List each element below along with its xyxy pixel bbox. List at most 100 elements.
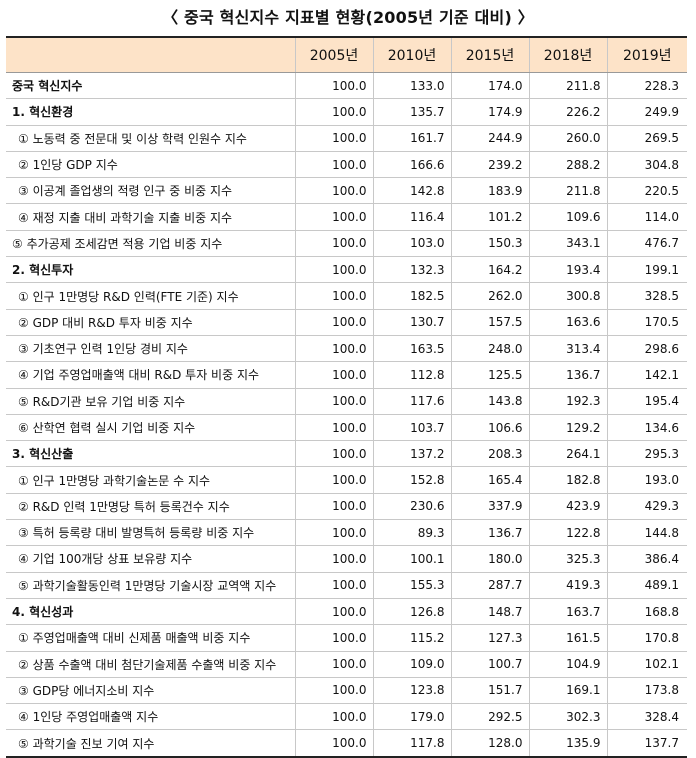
row-value: 169.1 [528,677,608,705]
row-value: 174.0 [450,72,530,100]
row-value: 130.7 [372,309,452,336]
row-value: 112.8 [372,361,452,389]
row-value: 429.3 [606,493,687,521]
row-value: 136.7 [528,361,608,389]
row-value: 182.5 [372,282,452,310]
row-label: ② GDP 대비 R&D 투자 비중 지수 [6,309,296,336]
row-label: ④ 1인당 주영업매출액 지수 [6,703,296,731]
row-value: 100.0 [294,256,374,284]
row-value: 100.0 [294,493,374,521]
row-label: 1. 혁신환경 [6,98,296,126]
table-row: ④ 기업 주영업매출액 대비 R&D 투자 비중 지수 100.0 112.8 125… [6,361,687,389]
row-value: 264.1 [528,440,608,468]
row-value: 100.0 [294,677,374,705]
row-value: 100.0 [294,309,374,336]
table-row: ② 1인당 GDP 지수 100.0 166.6 239.2 288.2 304.8 [6,151,687,179]
table-row: ① 노동력 중 전문대 및 이상 학력 인원수 지수 100.0 161.7 244.… [6,125,687,152]
row-value: 109.0 [372,651,452,678]
table-row: ① 인구 1만명당 R&D 인력(FTE 기준) 지수 100.0 182.5 262… [6,282,687,310]
row-value: 100.0 [294,230,374,258]
row-value: 170.5 [606,309,687,336]
row-value: 125.5 [450,361,530,389]
row-value: 489.1 [606,572,687,599]
table-row: ⑥ 산학연 협력 실시 기업 비중 지수 100.0 103.7 106.6 129.2… [6,414,687,442]
row-label: ④ 기업 100개당 상표 보유량 지수 [6,545,296,573]
table-row: ④ 기업 100개당 상표 보유량 지수 100.0 100.1 180.0 325.3… [6,545,687,573]
row-value: 386.4 [606,545,687,573]
row-value: 199.1 [606,256,687,284]
row-value: 142.8 [372,177,452,205]
row-label: ③ 이공계 졸업생의 적령 인구 중 비중 지수 [6,177,296,205]
row-value: 136.7 [450,519,530,547]
row-value: 100.0 [294,466,374,494]
row-value: 163.7 [528,598,608,626]
table-row: ⑤ R&D기관 보유 기업 비중 지수 100.0 117.6 143.8 192.3 1… [6,388,687,415]
row-value: 476.7 [606,230,687,258]
table-row: 2. 혁신투자 100.0 132.3 164.2 193.4 199.1 [6,256,687,284]
row-value: 132.3 [372,256,452,284]
row-value: 262.0 [450,282,530,310]
row-value: 166.6 [372,151,452,179]
table-row: 4. 혁신성과 100.0 126.8 148.7 163.7 168.8 [6,598,687,626]
row-value: 239.2 [450,151,530,179]
row-value: 343.1 [528,230,608,258]
row-label: 중국 혁신지수 [6,72,296,100]
row-value: 288.2 [528,151,608,179]
row-value: 249.9 [606,98,687,126]
table-body: 중국 혁신지수 100.0 133.0 174.0 211.8 228.3 1. 혁신환경 1… [6,72,687,758]
row-value: 135.7 [372,98,452,126]
row-value: 302.3 [528,703,608,731]
row-value: 248.0 [450,335,530,363]
row-value: 100.1 [372,545,452,573]
row-value: 144.8 [606,519,687,547]
row-value: 123.8 [372,677,452,705]
row-value: 192.3 [528,388,608,415]
row-value: 100.0 [294,545,374,573]
row-value: 328.4 [606,703,687,731]
row-value: 269.5 [606,125,687,152]
row-value: 100.0 [294,203,374,231]
row-value: 100.0 [294,282,374,310]
row-value: 127.3 [450,624,530,652]
row-value: 100.0 [294,98,374,126]
row-value: 143.8 [450,388,530,415]
row-value: 304.8 [606,151,687,179]
row-value: 208.3 [450,440,530,468]
row-value: 103.0 [372,230,452,258]
row-label: ① 주영업매출액 대비 신제품 매출액 비중 지수 [6,624,296,652]
row-value: 100.0 [294,125,374,152]
row-value: 165.4 [450,466,530,494]
row-value: 161.7 [372,125,452,152]
row-value: 211.8 [528,72,608,100]
row-value: 117.8 [372,729,452,758]
row-value: 325.3 [528,545,608,573]
row-value: 295.3 [606,440,687,468]
row-value: 163.5 [372,335,452,363]
row-value: 135.9 [528,729,608,758]
row-value: 142.1 [606,361,687,389]
row-value: 193.4 [528,256,608,284]
row-value: 129.2 [528,414,608,442]
row-value: 193.0 [606,466,687,494]
row-value: 109.6 [528,203,608,231]
row-value: 100.0 [294,361,374,389]
row-label: ① 인구 1만명당 과학기술논문 수 지수 [6,466,296,494]
row-value: 100.0 [294,598,374,626]
row-value: 298.6 [606,335,687,363]
row-value: 100.0 [294,572,374,599]
row-value: 260.0 [528,125,608,152]
row-label: ⑤ 과학기술활동인력 1만명당 기술시장 교역액 지수 [6,572,296,599]
row-value: 115.2 [372,624,452,652]
row-label: 2. 혁신투자 [6,256,296,284]
header-cell-2019: 2019년 [606,37,687,73]
row-value: 133.0 [372,72,452,100]
row-value: 100.7 [450,651,530,678]
table-row: ④ 재정 지출 대비 과학기술 지출 비중 지수 100.0 116.4 101.2 1… [6,203,687,231]
table-row: ③ 기초연구 인력 1인당 경비 지수 100.0 163.5 248.0 313.4 2… [6,335,687,363]
header-cell-2018: 2018년 [528,37,608,73]
row-value: 114.0 [606,203,687,231]
row-value: 170.8 [606,624,687,652]
table-row: ⑤ 과학기술활동인력 1만명당 기술시장 교역액 지수 100.0 155.3 287… [6,572,687,599]
row-value: 179.0 [372,703,452,731]
row-value: 128.0 [450,729,530,758]
